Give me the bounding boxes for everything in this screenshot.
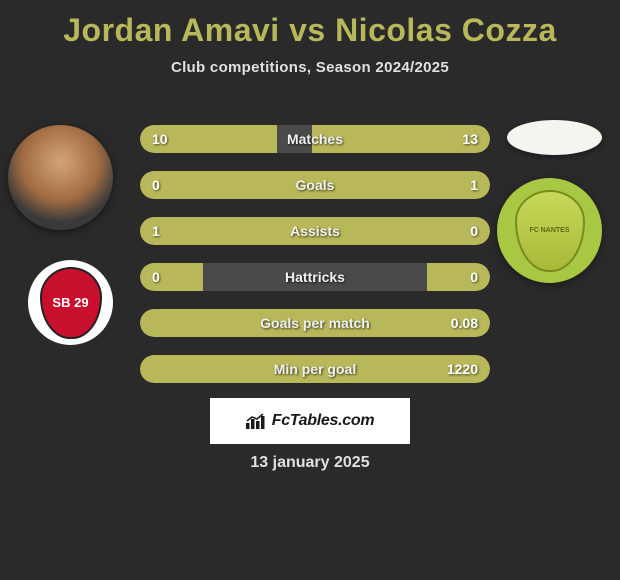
- comparison-title: Jordan Amavi vs Nicolas Cozza: [0, 0, 620, 49]
- player-left-club-badge: SB 29: [28, 260, 113, 345]
- stat-row: 1220Min per goal: [140, 355, 490, 383]
- player-left-avatar: [8, 125, 113, 230]
- stat-label: Matches: [140, 125, 490, 153]
- stat-row: 01Goals: [140, 171, 490, 199]
- stats-container: 1013Matches 01Goals 10Assists 00Hattricks 0.…: [140, 125, 490, 401]
- stat-label: Goals: [140, 171, 490, 199]
- player-right-club-badge: FC NANTES: [497, 178, 602, 283]
- fctables-watermark: FcTables.com: [210, 398, 410, 444]
- stat-row: 00Hattricks: [140, 263, 490, 291]
- stat-row: 10Assists: [140, 217, 490, 245]
- stat-label: Min per goal: [140, 355, 490, 383]
- stat-row: 1013Matches: [140, 125, 490, 153]
- snapshot-date: 13 january 2025: [0, 454, 620, 472]
- stat-label: Goals per match: [140, 309, 490, 337]
- stat-label: Hattricks: [140, 263, 490, 291]
- comparison-subtitle: Club competitions, Season 2024/2025: [0, 59, 620, 76]
- stat-row: 0.08Goals per match: [140, 309, 490, 337]
- fctables-label: FcTables.com: [272, 412, 375, 430]
- chart-icon: [246, 413, 266, 429]
- badge-left-text: SB 29: [40, 267, 102, 339]
- player-right-avatar: [507, 120, 602, 155]
- stat-label: Assists: [140, 217, 490, 245]
- badge-right-text: FC NANTES: [515, 190, 585, 272]
